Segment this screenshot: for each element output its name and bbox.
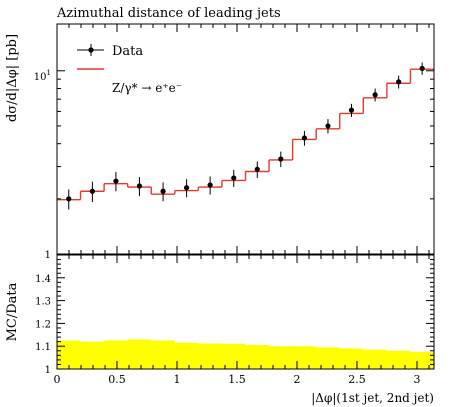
data-point-2 <box>113 178 119 184</box>
data-point-1 <box>89 188 96 194</box>
ratio-panel: 0 0.5 1 1.5 2 2.5 3 1 1.1 1.2 1.3 1.4 MC/Data |Δφ|(… <box>5 254 435 405</box>
main-plot-frame <box>56 23 435 255</box>
x-axis-label: |Δφ|(1st jet, 2nd jet) <box>311 391 434 405</box>
legend-item-mc: Z/γ* → e⁺e⁻ <box>77 68 182 95</box>
x-tick-label-1: 0.5 <box>108 373 126 386</box>
data-point-5 <box>184 185 190 191</box>
data-point-8 <box>254 166 260 172</box>
data-point-13 <box>372 92 378 98</box>
x-tick-label-0: 0 <box>54 373 61 386</box>
data-point-3 <box>136 183 143 189</box>
data-point-11 <box>325 123 331 129</box>
chart-title: Azimuthal distance of leading jets <box>56 6 281 21</box>
legend-label-mc: Z/γ* → e⁺e⁻ <box>112 81 182 95</box>
main-plot-area <box>57 24 434 254</box>
ratio-y-tick-label-0: 1 <box>45 365 51 376</box>
ratio-y-tick-label-2: 1.2 <box>35 319 51 330</box>
ratio-y-tick-label-4: 1.4 <box>35 274 51 285</box>
main-axis-ticks <box>56 24 434 255</box>
legend-item-data: Data <box>77 44 143 59</box>
legend-label-data: Data <box>112 44 143 59</box>
x-tick-label-3: 1.5 <box>228 373 246 386</box>
ratio-y-tick-label-1: 1.1 <box>35 342 51 353</box>
x-tick-label-5: 2.5 <box>348 373 366 386</box>
data-point-7 <box>231 175 237 181</box>
ratio-axis-ticks: 0 0.5 1 1.5 2 2.5 3 1 1.1 1.2 1.3 1.4 <box>35 254 434 386</box>
legend-data-marker <box>88 47 94 53</box>
ratio-plot-frame <box>56 254 435 370</box>
main-y-tick-label-exponent: 1 <box>47 69 51 77</box>
main-y-tick-label-10: 101 <box>34 69 51 83</box>
ratio-y-tick-label-3: 1.3 <box>35 297 51 308</box>
main-y-axis-label: dσ/d|Δφ| [pb] <box>5 34 20 122</box>
data-point-6 <box>207 182 213 188</box>
data-point-12 <box>348 107 355 113</box>
ratio-band-area <box>57 339 434 369</box>
ratio-y-axis-label: MC/Data <box>5 282 20 341</box>
x-tick-label-6: 3 <box>414 373 421 386</box>
data-point-14 <box>396 79 402 85</box>
data-point-4 <box>160 188 166 194</box>
data-point-15 <box>419 65 425 72</box>
main-plot-content <box>57 62 434 210</box>
main-y-tick-label-1: 1 <box>45 250 51 261</box>
x-tick-label-4: 2 <box>294 373 301 386</box>
data-point-9 <box>278 156 284 162</box>
data-point-10 <box>301 135 308 141</box>
data-point-0 <box>66 196 72 202</box>
x-tick-label-2: 1 <box>174 373 181 386</box>
legend: Data Z/γ* → e⁺e⁻ <box>77 44 182 95</box>
main-panel: dσ/d|Δφ| [pb] 1 101 <box>5 23 435 261</box>
ratio-band <box>57 339 434 369</box>
